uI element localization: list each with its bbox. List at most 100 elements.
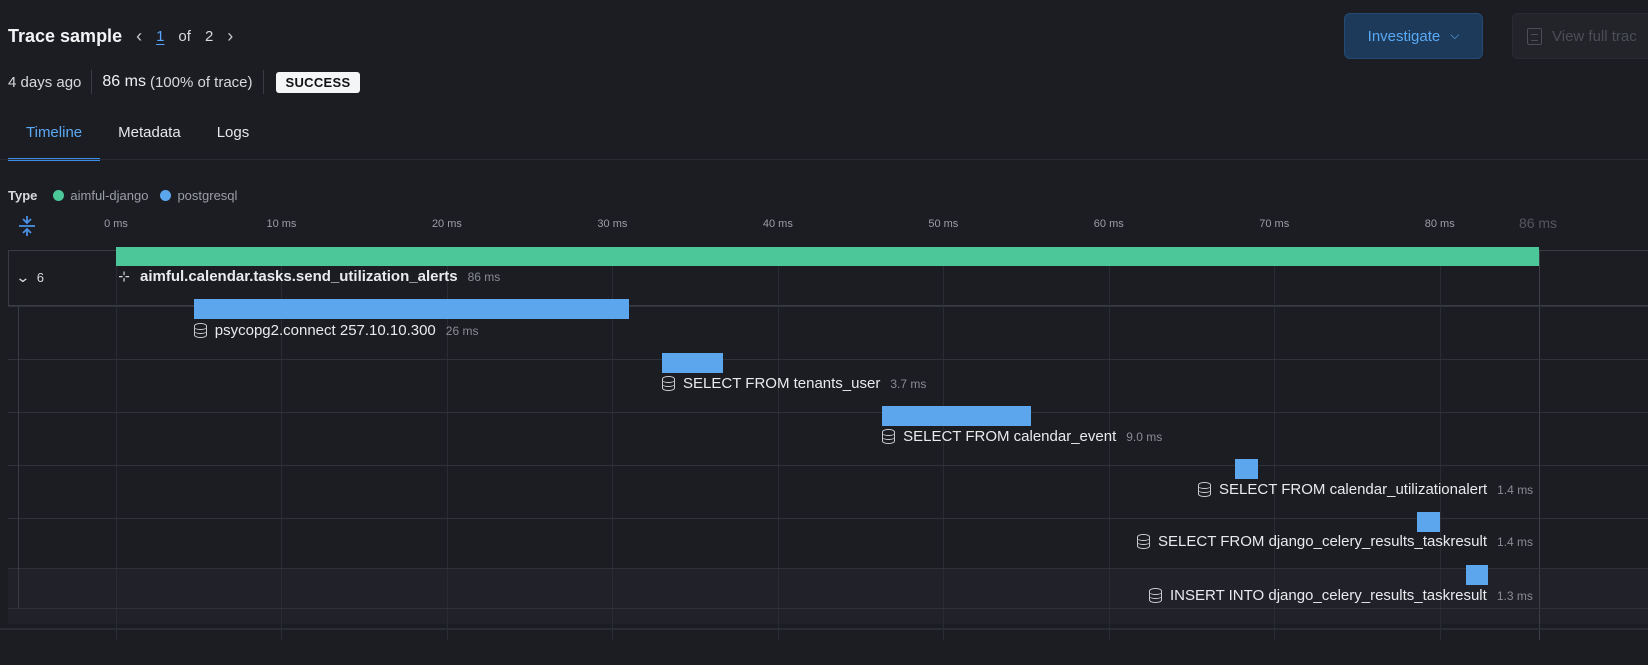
span-duration: 1.4 ms <box>1497 534 1534 549</box>
task-icon: ⊹ <box>118 268 130 284</box>
tab-logs[interactable]: Logs <box>216 124 250 141</box>
span-name: SELECT FROM django_celery_results_taskre… <box>1158 533 1488 550</box>
span-label[interactable]: SELECT FROM tenants_user 3.7 ms <box>662 375 926 392</box>
chevron-left-icon[interactable]: ‹ <box>136 26 143 46</box>
span-name: psycopg2.connect 257.10.10.300 <box>214 322 436 339</box>
span-bar[interactable] <box>193 299 629 319</box>
view-full-label: View full trac <box>1552 27 1637 45</box>
pager-of-label: of <box>178 27 191 45</box>
span-label[interactable]: ⊹ aimful.calendar.tasks.send_utilization_… <box>116 268 500 285</box>
grid-line <box>1439 250 1441 640</box>
legend-item-django: aimful-django <box>53 188 148 203</box>
row-divider <box>8 518 1648 519</box>
span-duration: 26 ms <box>445 323 479 338</box>
trace-meta: 4 days ago 86 ms (100% of trace) SUCCESS <box>8 70 361 94</box>
database-icon <box>1149 588 1162 603</box>
axis-total-label: 86 ms <box>1518 215 1558 231</box>
axis-tick-label: 30 ms <box>597 218 628 230</box>
span-label[interactable]: INSERT INTO django_celery_results_taskre… <box>1149 587 1533 604</box>
grid-line <box>446 250 448 640</box>
span-label[interactable]: SELECT FROM calendar_event 9.0 ms <box>882 428 1162 445</box>
axis-tick-label: 0 ms <box>104 218 128 230</box>
type-legend: Type aimful-django postgresql <box>8 188 243 203</box>
trace-duration: 86 ms <box>102 73 146 90</box>
expand-toggle[interactable]: ⌄ 6 <box>15 269 44 286</box>
span-name: aimful.calendar.tasks.send_utilization_a… <box>140 268 458 285</box>
grid-line <box>281 250 283 640</box>
tab-metadata[interactable]: Metadata <box>118 124 181 141</box>
span-bar[interactable] <box>1234 459 1258 479</box>
trace-end-line <box>1539 250 1540 640</box>
row-divider <box>8 359 1648 360</box>
child-count: 6 <box>36 270 44 285</box>
row-divider <box>8 568 1648 569</box>
grid-line <box>116 250 117 640</box>
database-icon <box>1198 482 1211 497</box>
span-label[interactable]: SELECT FROM django_celery_results_taskre… <box>1137 533 1533 550</box>
tab-divider <box>0 159 1648 160</box>
span-bar[interactable] <box>116 247 1539 266</box>
row-divider <box>8 465 1648 466</box>
chevron-down-icon: ⌵ <box>1450 27 1460 42</box>
divider <box>262 70 264 94</box>
investigate-button[interactable]: Investigate ⌵ <box>1344 13 1483 59</box>
total-pages: 2 <box>204 27 214 45</box>
legend-item-postgresql: postgresql <box>160 188 237 203</box>
legend-dot-django <box>53 190 65 201</box>
trace-header: Trace sample ‹ 1 of 2 › <box>8 22 233 50</box>
current-page-link[interactable]: 1 <box>156 27 165 45</box>
axis-tick-label: 80 ms <box>1424 218 1455 230</box>
span-label[interactable]: SELECT FROM calendar_utilizationalert 1.4… <box>1198 481 1533 498</box>
tab-bar: Timeline Metadata Logs <box>8 112 267 161</box>
span-duration: 9.0 ms <box>1126 429 1163 444</box>
database-icon <box>882 429 896 444</box>
axis-tick-label: 10 ms <box>266 218 297 230</box>
axis-tick-label: 70 ms <box>1259 218 1290 230</box>
axis-tick-label: 50 ms <box>928 218 959 230</box>
investigate-label: Investigate <box>1367 27 1441 45</box>
grid-line <box>612 250 614 640</box>
row-divider <box>8 412 1648 413</box>
span-name: SELECT FROM calendar_utilizationalert <box>1219 481 1488 498</box>
collapse-all-icon[interactable] <box>18 215 36 237</box>
span-name: SELECT FROM calendar_event <box>903 428 1117 445</box>
span-bar[interactable] <box>882 406 1031 426</box>
span-bar[interactable] <box>1466 565 1488 585</box>
legend-label: Type <box>8 188 38 203</box>
view-full-trace-button[interactable]: View full trac <box>1512 13 1648 59</box>
trace-pager: ‹ 1 of 2 › <box>136 27 233 45</box>
database-icon <box>193 323 207 338</box>
trace-duration-pct: (100% of trace) <box>149 73 253 91</box>
left-edge-line <box>18 306 19 608</box>
tab-timeline[interactable]: Timeline <box>8 112 101 161</box>
spans-timeline: ⌄ 6 ⊹ aimful.calendar.tasks.send_utilizat… <box>8 247 1648 640</box>
span-label[interactable]: psycopg2.connect 257.10.10.300 26 ms <box>193 322 479 339</box>
document-icon <box>1527 27 1542 45</box>
row-divider <box>8 608 1648 609</box>
legend-dot-postgresql <box>160 190 172 201</box>
grid-line <box>1274 250 1276 640</box>
chevron-down-icon: ⌄ <box>15 269 31 285</box>
axis-tick-label: 20 ms <box>431 218 462 230</box>
row-divider <box>8 306 1648 307</box>
span-duration: 1.3 ms <box>1496 588 1533 603</box>
legend-text-django: aimful-django <box>70 188 149 203</box>
status-badge: SUCCESS <box>275 71 361 93</box>
span-name: INSERT INTO django_celery_results_taskre… <box>1170 587 1487 604</box>
page-title: Trace sample <box>8 25 123 46</box>
database-icon <box>1137 534 1150 549</box>
span-duration: 86 ms <box>467 269 501 284</box>
span-duration: 3.7 ms <box>890 376 927 391</box>
database-icon <box>662 376 676 391</box>
bottom-divider <box>0 628 1648 630</box>
chevron-right-icon[interactable]: › <box>227 26 234 46</box>
legend-text-postgresql: postgresql <box>177 188 238 203</box>
span-bar[interactable] <box>662 353 724 373</box>
span-name: SELECT FROM tenants_user <box>683 375 881 392</box>
axis-tick-label: 40 ms <box>762 218 793 230</box>
axis-tick-label: 60 ms <box>1093 218 1124 230</box>
grid-line <box>777 250 779 640</box>
trace-age: 4 days ago <box>8 73 82 91</box>
span-bar[interactable] <box>1416 512 1440 532</box>
span-duration: 1.4 ms <box>1497 482 1534 497</box>
